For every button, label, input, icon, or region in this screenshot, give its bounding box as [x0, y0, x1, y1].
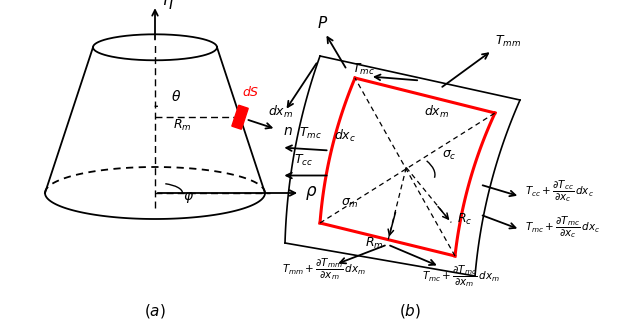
Text: $\eta$: $\eta$ [162, 0, 174, 11]
Text: $(b)$: $(b)$ [399, 302, 421, 320]
Text: $dx_m$: $dx_m$ [424, 104, 449, 120]
Text: $(a)$: $(a)$ [144, 302, 166, 320]
Text: $T_{mc}$: $T_{mc}$ [352, 62, 375, 77]
Text: $T_{mm}$: $T_{mm}$ [495, 33, 521, 49]
Text: $dS$: $dS$ [242, 85, 260, 99]
Text: $\sigma_m$: $\sigma_m$ [341, 196, 359, 210]
Text: $\varphi$: $\varphi$ [183, 190, 194, 205]
Text: $T_{cc}$: $T_{cc}$ [295, 153, 313, 168]
Text: $T_{cc}+\dfrac{\partial T_{cc}}{\partial x_c}\,dx_c$: $T_{cc}+\dfrac{\partial T_{cc}}{\partial… [525, 178, 594, 204]
Polygon shape [232, 105, 248, 129]
Text: $T_{mc}$: $T_{mc}$ [300, 126, 322, 141]
Text: $R_c$: $R_c$ [457, 212, 473, 227]
Text: $P$: $P$ [317, 15, 328, 31]
Text: $dx_c$: $dx_c$ [334, 128, 356, 144]
Text: $\sigma_c$: $\sigma_c$ [442, 149, 457, 162]
Text: $dx_m$: $dx_m$ [268, 104, 293, 120]
Text: $\theta$: $\theta$ [171, 89, 181, 104]
Text: $R_m$: $R_m$ [365, 236, 383, 251]
Text: $R_m$: $R_m$ [173, 118, 191, 133]
Text: $n$: $n$ [283, 124, 293, 138]
Text: $T_{mc}+\dfrac{\partial T_{mc}}{\partial x_c}\,dx_c$: $T_{mc}+\dfrac{\partial T_{mc}}{\partial… [525, 215, 600, 240]
Text: $\rho$: $\rho$ [305, 184, 317, 202]
Text: $T_{mc}+\dfrac{\partial T_{mc}}{\partial x_m}\,dx_m$: $T_{mc}+\dfrac{\partial T_{mc}}{\partial… [423, 264, 501, 289]
Text: $T_{mm}+\dfrac{\partial T_{mm}}{\partial x_m}\,dx_m$: $T_{mm}+\dfrac{\partial T_{mm}}{\partial… [283, 256, 367, 282]
